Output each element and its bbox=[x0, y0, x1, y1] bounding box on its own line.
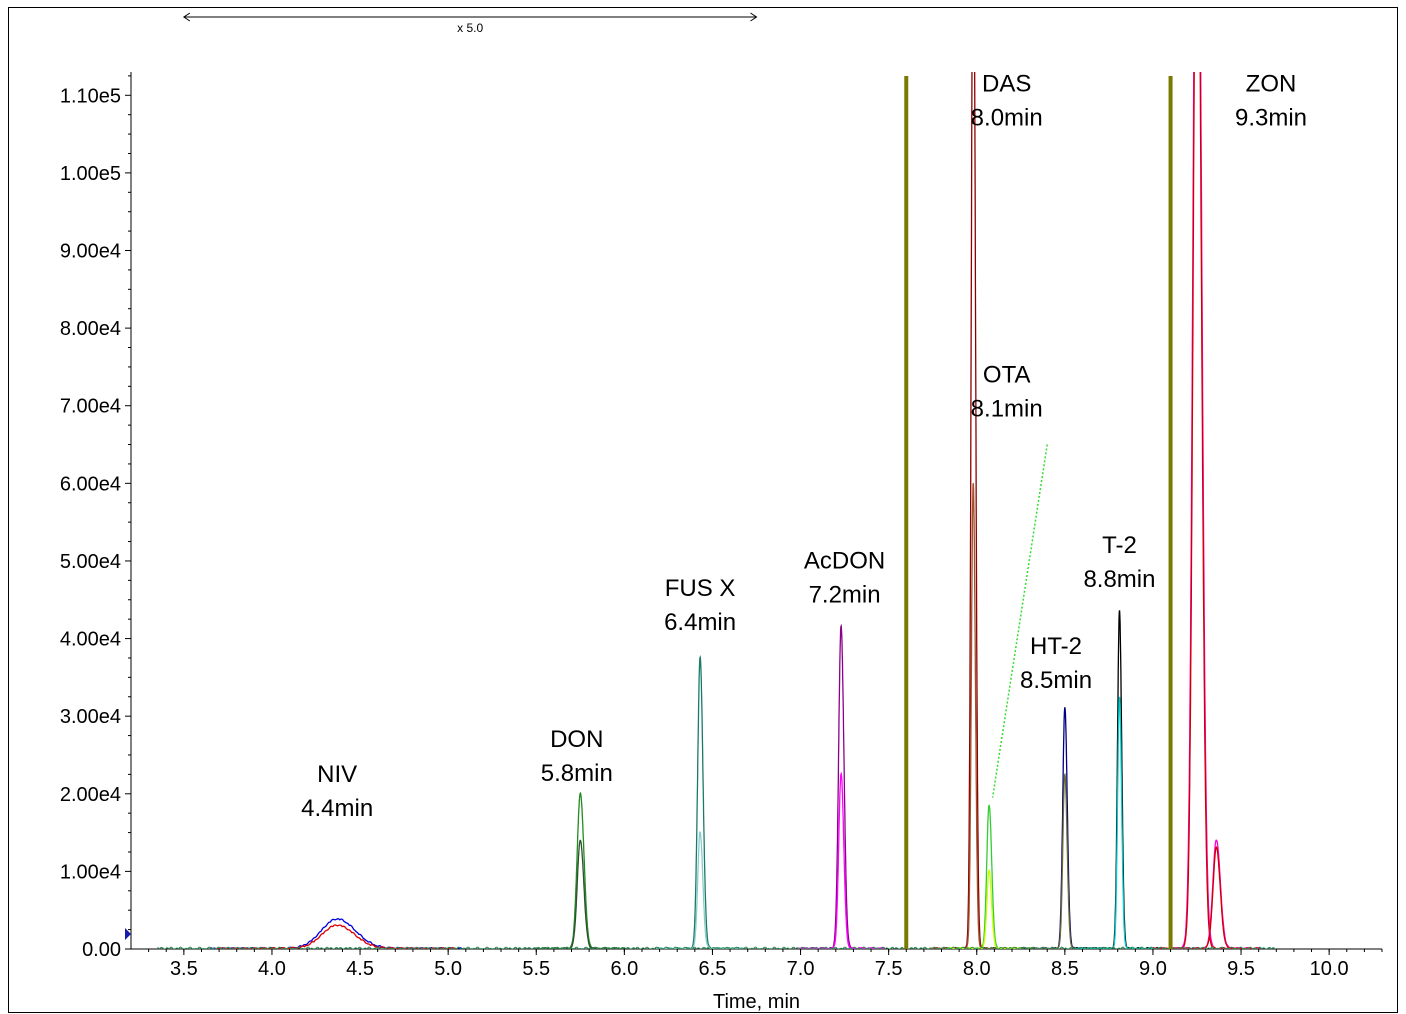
x-tick-label: 8.5 bbox=[1051, 958, 1079, 980]
x-tick-label: 6.0 bbox=[610, 958, 638, 980]
peak-label-time: 8.1min bbox=[971, 395, 1043, 422]
zoom-marker: x 5.0 bbox=[182, 12, 758, 35]
y-tick-label: 2.00e4 bbox=[60, 784, 121, 806]
chart-frame bbox=[8, 7, 1398, 1013]
trace-niv-1 bbox=[210, 918, 464, 949]
trace-don-1 bbox=[536, 791, 625, 949]
segment-boundaries bbox=[904, 76, 1173, 949]
y-axis-marker-icon bbox=[125, 928, 131, 940]
zoom-marker-right-arrow bbox=[750, 12, 758, 22]
y-tick-label: 7.00e4 bbox=[60, 396, 121, 418]
x-tick-label: 10.0 bbox=[1310, 958, 1349, 980]
trace-ota-2 bbox=[944, 869, 1034, 949]
trace-acdon-1 bbox=[796, 623, 886, 949]
y-tick-label: 5.00e4 bbox=[60, 551, 121, 573]
y-tick-label: 8.00e4 bbox=[60, 318, 121, 340]
peak-label-time: 6.4min bbox=[664, 609, 736, 636]
trace-t-2-1 bbox=[1075, 610, 1164, 949]
chromatogram-traces bbox=[157, 72, 1277, 949]
zoom-marker-label: x 5.0 bbox=[457, 21, 483, 35]
x-tick-label: 5.5 bbox=[522, 958, 550, 980]
trace-don-2 bbox=[536, 839, 625, 949]
peak-label-name: DON bbox=[550, 726, 603, 753]
trace-fus-x-1 bbox=[655, 655, 745, 949]
peak-label-name: AcDON bbox=[804, 548, 885, 575]
x-tick-label: 7.5 bbox=[875, 958, 903, 980]
y-axis-ticks: 0.00 1.00e4 2.00e4 3.00e4 4.00e4 5.00e4 6.00e4… bbox=[60, 75, 131, 961]
peak-label-time: 7.2min bbox=[809, 582, 881, 609]
baseline-trace bbox=[157, 946, 1277, 949]
y-tick-label: 0.00 bbox=[82, 939, 121, 961]
x-tick-label: 7.0 bbox=[787, 958, 815, 980]
x-tick-label: 4.5 bbox=[346, 958, 374, 980]
peak-label-name: OTA bbox=[983, 361, 1031, 388]
peak-label-time: 8.0min bbox=[971, 104, 1043, 131]
x-axis-ticks: 3.5 4.0 4.5 5.0 5.5 6.0 6.5 7.0 7.5 8.0 8.5 9.0 9.5 1… bbox=[148, 949, 1383, 980]
peak-label-time: 8.5min bbox=[1020, 667, 1092, 694]
peak-label-name: T-2 bbox=[1102, 532, 1137, 559]
x-tick-label: 3.5 bbox=[170, 958, 198, 980]
peak-label-name: DAS bbox=[982, 70, 1031, 97]
x-tick-label: 6.5 bbox=[699, 958, 727, 980]
trace-zon-1 bbox=[1152, 72, 1242, 949]
y-tick-label: 9.00e4 bbox=[60, 241, 121, 263]
ota-leader-line bbox=[991, 444, 1048, 798]
peak-label-name: FUS X bbox=[665, 575, 736, 602]
x-tick-label: 4.0 bbox=[258, 958, 286, 980]
peak-label-time: 9.3min bbox=[1235, 104, 1307, 131]
peak-label-name: HT-2 bbox=[1030, 633, 1082, 660]
peak-label-name: NIV bbox=[317, 761, 357, 788]
zoom-marker-left-arrow bbox=[182, 12, 191, 22]
trace-acdon-2 bbox=[796, 771, 886, 949]
y-tick-label: 1.00e5 bbox=[60, 163, 121, 185]
trace-zon-2 bbox=[1152, 72, 1242, 949]
trace-t-2-2 bbox=[1075, 696, 1164, 949]
x-axis-label: Time, min bbox=[713, 991, 800, 1013]
y-tick-label: 1.10e5 bbox=[60, 85, 121, 107]
trace-ota-1 bbox=[944, 804, 1034, 949]
x-tick-label: 8.0 bbox=[963, 958, 991, 980]
x-tick-label: 9.5 bbox=[1227, 958, 1255, 980]
y-tick-label: 6.00e4 bbox=[60, 473, 121, 495]
trace-ht-2-1 bbox=[1020, 707, 1109, 949]
y-tick-label: 1.00e4 bbox=[60, 861, 121, 883]
peak-label-time: 4.4min bbox=[301, 795, 373, 822]
peak-label-name: ZON bbox=[1246, 70, 1297, 97]
y-tick-label: 4.00e4 bbox=[60, 629, 121, 651]
x-tick-label: 5.0 bbox=[434, 958, 462, 980]
trace-das-1 bbox=[929, 72, 1018, 949]
y-tick-label: 3.00e4 bbox=[60, 706, 121, 728]
trace-das-2 bbox=[929, 482, 1018, 949]
peak-labels: NIV 4.4min DON 5.8min FUS X 6.4min AcDON 7.2min… bbox=[301, 70, 1307, 822]
trace-niv-2 bbox=[216, 924, 458, 949]
peak-label-time: 5.8min bbox=[541, 760, 613, 787]
x-tick-label: 9.0 bbox=[1139, 958, 1167, 980]
trace-fus-x-2 bbox=[655, 831, 745, 949]
peak-label-time: 8.8min bbox=[1083, 566, 1155, 593]
trace-ht-2-2 bbox=[1020, 772, 1109, 949]
